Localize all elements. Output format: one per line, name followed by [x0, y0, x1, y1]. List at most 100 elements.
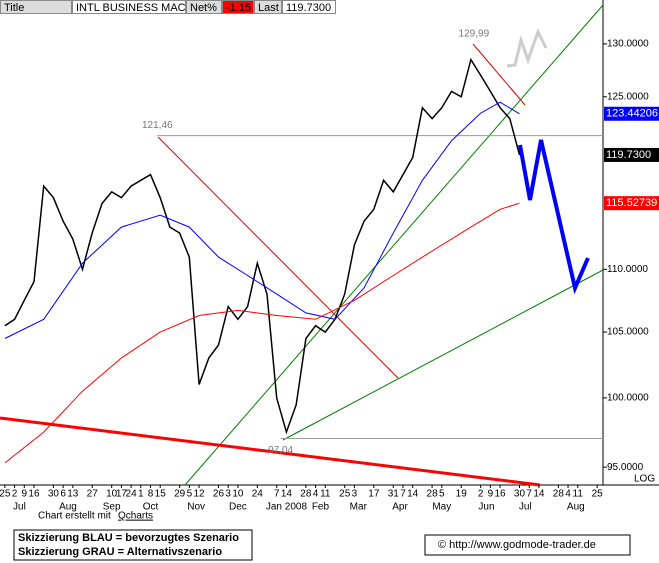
x-tick-label: 13 [67, 489, 79, 500]
annotation: 121,46 [142, 120, 173, 131]
month-label: Apr [392, 502, 408, 513]
y-tick-label: 110.0000 [607, 264, 648, 275]
x-tick-label: 4 [565, 489, 571, 500]
series-line [4, 57, 521, 435]
x-tick-label: 2 [478, 489, 484, 500]
x-tick-label: 19 [456, 489, 468, 500]
y-tick-label: 125.0000 [607, 91, 649, 102]
month-label: Dec [229, 502, 247, 513]
header-cell: Net% [186, 0, 222, 14]
annotation: 97,04 [268, 445, 293, 456]
x-tick-label: 12 [193, 489, 205, 500]
trend-line [0, 416, 541, 487]
credit: Chart erstellt mit [38, 511, 111, 522]
legend-gray: Skizzierung GRAU = Alternativszenario [18, 546, 222, 558]
month-label: Mar [350, 502, 368, 513]
header-cell: Last [254, 0, 282, 14]
x-tick-label: 28 [427, 489, 439, 500]
header-symbol: INTL BUSINESS MACH [72, 0, 194, 14]
month-label: Jan 2008 [266, 502, 308, 513]
log-label: LOG [634, 474, 655, 485]
x-tick-label: 7 [274, 489, 280, 500]
x-tick-label: 14 [281, 489, 293, 500]
annotation: 129,99 [459, 29, 490, 40]
x-tick-label: 17 [368, 489, 380, 500]
trend-line [472, 43, 526, 106]
copyright: © http://www.godmode-trader.de [438, 539, 596, 551]
month-label: Sep [103, 502, 121, 513]
last-value-label: 123.44206 [606, 108, 658, 120]
x-tick-label: 8 [148, 489, 154, 500]
x-tick-label: 30 [48, 489, 60, 500]
month-label: May [432, 502, 451, 513]
x-tick-label: 14 [533, 489, 545, 500]
month-label: Aug [567, 502, 585, 513]
x-tick-label: 25 [592, 489, 604, 500]
x-tick-label: 16 [28, 489, 40, 500]
credit-link: Qcharts [118, 511, 153, 522]
x-tick-label: 29 [174, 489, 186, 500]
x-tick-label: 26 [213, 489, 225, 500]
x-tick-label: 17 [116, 489, 128, 500]
x-tick-label: 10 [232, 489, 244, 500]
y-tick-label: 130.0000 [607, 39, 649, 50]
series-line [4, 101, 520, 339]
x-tick-label: 11 [573, 489, 584, 500]
x-tick-label: 4 [313, 489, 319, 500]
x-tick-label: 25 [339, 489, 351, 500]
month-label: Feb [312, 502, 330, 513]
trend-line [184, 4, 604, 486]
last-value-label: 119.7300 [606, 149, 651, 161]
x-tick-label: 16 [495, 489, 507, 500]
x-tick-label: 28 [553, 489, 565, 500]
x-tick-label: 2 [12, 489, 18, 500]
x-tick-label: 7 [400, 489, 406, 500]
last-value-box [604, 147, 659, 162]
x-tick-label: 14 [407, 489, 419, 500]
month-label: Jun [478, 502, 494, 513]
legend-box [13, 529, 253, 561]
month-label: Jul [13, 502, 26, 513]
alt-scenario [506, 28, 548, 68]
header-cell: Title [0, 0, 72, 14]
last-value-box [604, 106, 659, 121]
x-tick-label: 28 [300, 489, 312, 500]
x-tick-label: 24 [252, 489, 264, 500]
x-tick-label: 9 [488, 489, 494, 500]
x-tick-label: 5 [187, 489, 193, 500]
x-tick-label: 6 [60, 489, 66, 500]
x-tick-label: 1 [138, 489, 144, 500]
x-tick-label: 31 [388, 489, 400, 500]
main-scenario [518, 139, 590, 295]
x-tick-label: 30 [514, 489, 526, 500]
x-tick-label: 11 [320, 489, 331, 500]
x-tick-label: 3 [225, 489, 231, 500]
series-line [4, 202, 520, 464]
x-tick-label: 10 [106, 489, 118, 500]
x-tick-label: 5 [439, 489, 445, 500]
last-value-label: 115.52739 [606, 197, 657, 209]
header-last: 119.7300 [282, 0, 336, 14]
trend-line [282, 269, 604, 441]
x-tick-label: 15 [155, 489, 167, 500]
legend-blue: Skizzierung BLAU = bevorzugtes Szenario [18, 532, 239, 544]
last-value-box [604, 196, 659, 211]
x-tick-label: 7 [526, 489, 532, 500]
x-tick-label: 27 [87, 489, 99, 500]
month-label: Oct [143, 502, 159, 513]
month-label: Nov [187, 502, 205, 513]
y-tick-label: 105.0000 [607, 327, 649, 338]
trend-line [157, 136, 399, 379]
x-tick-label: 24 [126, 489, 138, 500]
x-tick-label: 3 [352, 489, 358, 500]
header-net: -1.15 [222, 0, 254, 14]
y-tick-label: 100.0000 [607, 393, 649, 404]
y-tick-label: 95.0000 [607, 462, 644, 473]
copyright-box [424, 534, 631, 556]
x-tick-label: 9 [21, 489, 27, 500]
month-label: Aug [59, 502, 77, 513]
month-label: Jul [519, 502, 532, 513]
x-tick-label: 25 [0, 489, 11, 500]
